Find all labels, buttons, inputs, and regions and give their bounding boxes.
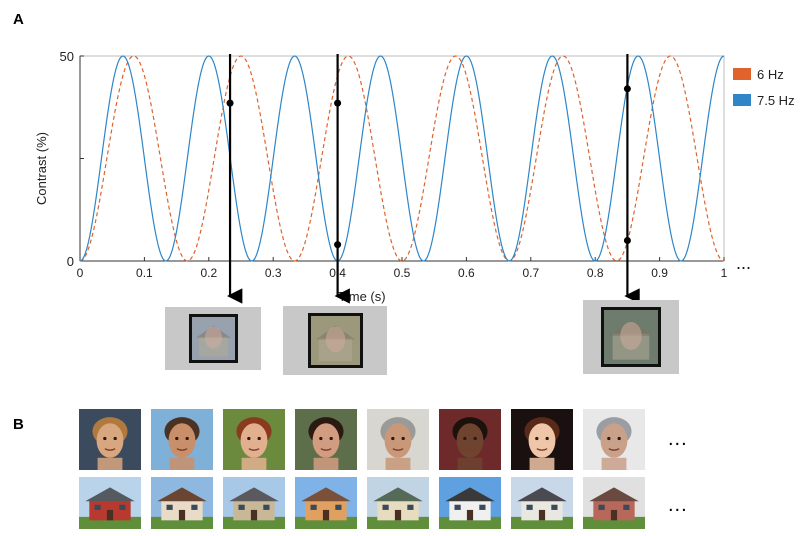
legend-swatch-2 [733,94,751,106]
house-image-1 [79,477,141,529]
stimulus-frame [601,307,661,367]
house-image-row [79,477,645,529]
house-row-ellipsis: ... [668,494,688,516]
legend-label-1: 6 Hz [757,67,784,82]
x-tick-label: 0.6 [458,266,475,280]
x-tick-label: 0.8 [587,266,604,280]
y-axis-label: Contrast (%) [34,132,49,205]
marker-point [334,99,342,107]
x-tick-label: 0.2 [200,266,217,280]
house-image-5 [367,477,429,529]
series-line-2 [79,55,725,262]
house-image-3 [223,477,285,529]
stimulus-image-3 [583,300,679,374]
legend-label-2: 7.5 Hz [757,93,795,108]
x-axis-continuation: ... [736,253,751,273]
stimulus-image-1 [165,307,261,370]
x-tick-label: 0.5 [394,266,411,280]
face-row-ellipsis: ... [668,428,688,450]
face-image-7 [511,409,573,470]
face-image-8 [583,409,645,470]
face-image-1 [79,409,141,470]
y-tick-label: 0 [67,254,74,269]
face-image-3 [223,409,285,470]
x-tick-label: 0.7 [522,266,539,280]
x-tick-label: 0.3 [265,266,282,280]
series-line-1 [79,55,725,262]
face-image-5 [367,409,429,470]
x-axis-label: Time (s) [338,289,385,304]
face-image-4 [295,409,357,470]
x-tick-label: 0.1 [136,266,153,280]
panel-label-a: A [13,11,24,28]
marker-point [334,241,342,249]
house-image-8 [583,477,645,529]
house-image-2 [151,477,213,529]
face-image-row [79,409,645,470]
face-image-2 [151,409,213,470]
x-tick-label: 0 [77,266,84,280]
x-tick-label: 1 [721,266,728,280]
house-image-7 [511,477,573,529]
stimulus-frame [188,314,238,363]
y-tick-label: 50 [60,49,74,64]
house-image-4 [295,477,357,529]
legend-swatch-1 [733,68,751,80]
marker-point [226,99,234,107]
face-image-6 [439,409,501,470]
stimulus-image-2 [283,306,387,375]
panel-label-b: B [13,416,24,433]
marker-point [623,237,631,244]
x-tick-label: 0.9 [651,266,668,280]
marker-point [623,85,631,93]
stimulus-frame [307,313,363,368]
house-image-6 [439,477,501,529]
